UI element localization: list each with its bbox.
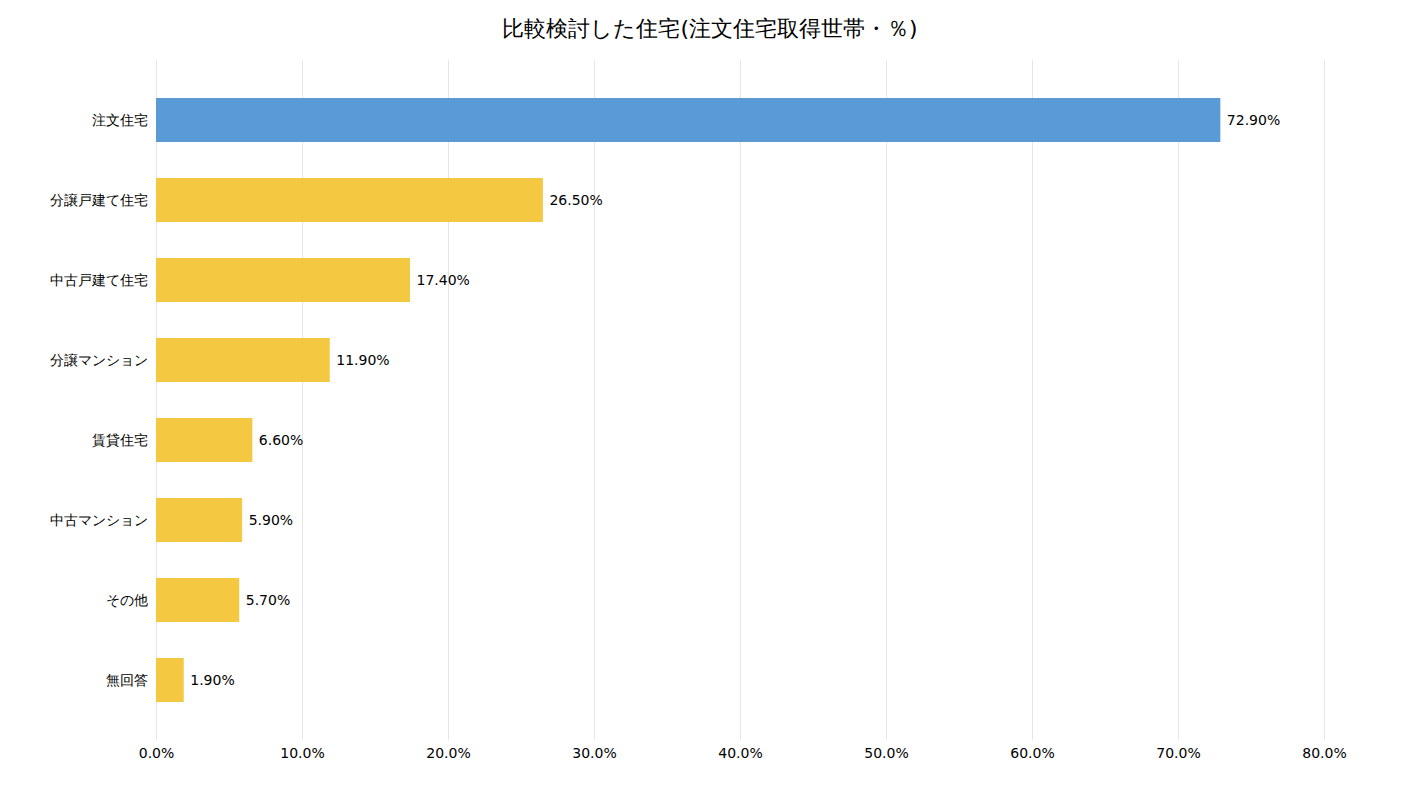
svg-text:5.70%: 5.70%: [246, 592, 290, 608]
svg-text:分譲戸建て住宅: 分譲戸建て住宅: [50, 192, 148, 208]
svg-text:26.50%: 26.50%: [549, 192, 602, 208]
svg-text:その他: その他: [106, 592, 148, 608]
svg-text:賃貸住宅: 賃貸住宅: [92, 432, 148, 448]
svg-text:60.0%: 60.0%: [1010, 745, 1054, 761]
svg-text:50.0%: 50.0%: [864, 745, 908, 761]
svg-text:中古マンション: 中古マンション: [50, 512, 148, 528]
svg-text:分譲マンション: 分譲マンション: [50, 352, 148, 368]
svg-text:注文住宅: 注文住宅: [92, 112, 148, 128]
svg-text:11.90%: 11.90%: [336, 352, 389, 368]
svg-text:80.0%: 80.0%: [1302, 745, 1346, 761]
svg-text:40.0%: 40.0%: [718, 745, 762, 761]
svg-text:17.40%: 17.40%: [417, 272, 470, 288]
svg-text:20.0%: 20.0%: [426, 745, 470, 761]
svg-text:72.90%: 72.90%: [1227, 112, 1280, 128]
svg-text:1.90%: 1.90%: [190, 672, 234, 688]
svg-text:10.0%: 10.0%: [280, 745, 324, 761]
html-text:比較検討した住宅(注文住宅取得世帯・％): 比較検討した住宅(注文住宅取得世帯・％): [502, 16, 918, 41]
svg-text:0.0%: 0.0%: [139, 745, 175, 761]
svg-text:70.0%: 70.0%: [1156, 745, 1200, 761]
svg-text:30.0%: 30.0%: [572, 745, 616, 761]
svg-text:無回答: 無回答: [106, 672, 148, 688]
svg-text:中古戸建て住宅: 中古戸建て住宅: [50, 272, 148, 288]
svg-text:6.60%: 6.60%: [259, 432, 303, 448]
svg-text:5.90%: 5.90%: [249, 512, 293, 528]
